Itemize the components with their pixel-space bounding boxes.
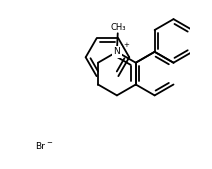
Text: −: − (46, 140, 52, 147)
Text: N: N (113, 47, 120, 56)
Text: CH₃: CH₃ (111, 23, 126, 32)
Text: +: + (123, 42, 129, 48)
Text: Br: Br (36, 142, 46, 151)
